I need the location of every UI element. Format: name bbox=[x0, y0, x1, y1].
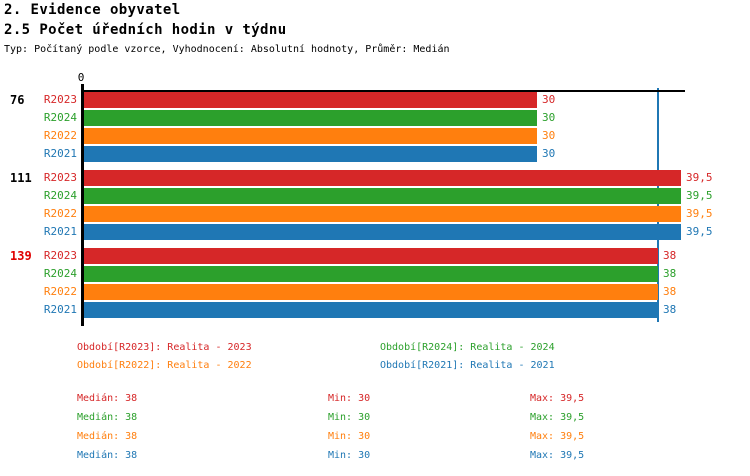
stat-median: Medián: 38 bbox=[77, 393, 138, 404]
bar bbox=[84, 146, 537, 162]
group-label: 111 bbox=[10, 171, 32, 185]
stat-max: Max: 39,5 bbox=[530, 431, 585, 442]
bar-value-label: 39,5 bbox=[686, 225, 713, 238]
stat-min: Min: 30 bbox=[328, 393, 371, 404]
legend-item: Období[R2022]: Realita - 2022 bbox=[77, 360, 252, 371]
bar-row-label: R2022 bbox=[43, 285, 77, 298]
bar-row-label: R2021 bbox=[43, 225, 77, 238]
stat-max: Max: 39,5 bbox=[530, 412, 585, 423]
bar-row-label: R2024 bbox=[43, 267, 77, 280]
stat-min: Min: 30 bbox=[328, 412, 371, 423]
bar-row-label: R2023 bbox=[43, 93, 77, 106]
legend-item: Období[R2024]: Realita - 2024 bbox=[380, 342, 555, 353]
bar-row-label: R2022 bbox=[43, 207, 77, 220]
bar-value-label: 30 bbox=[542, 147, 556, 160]
bar bbox=[84, 248, 658, 264]
bar-row-label: R2021 bbox=[43, 147, 77, 160]
bar bbox=[84, 170, 681, 186]
bar bbox=[84, 224, 681, 240]
bar-value-label: 39,5 bbox=[686, 171, 713, 184]
stat-median: Medián: 38 bbox=[77, 412, 138, 423]
stat-median: Medián: 38 bbox=[77, 450, 138, 461]
bar-row-label: R2024 bbox=[43, 189, 77, 202]
x-axis-zero-label: 0 bbox=[77, 71, 85, 84]
bar bbox=[84, 110, 537, 126]
group-label: 139 bbox=[10, 249, 32, 263]
report-type-line: Typ: Počítaný podle vzorce, Vyhodnocení:… bbox=[4, 44, 450, 55]
bar-row-label: R2021 bbox=[43, 303, 77, 316]
median-reference-line bbox=[656, 88, 659, 322]
x-axis-line bbox=[81, 90, 685, 92]
bar bbox=[84, 92, 537, 108]
bar-value-label: 38 bbox=[663, 303, 677, 316]
stat-min: Min: 30 bbox=[328, 431, 371, 442]
stat-max: Max: 39,5 bbox=[530, 450, 585, 461]
stat-max: Max: 39,5 bbox=[530, 393, 585, 404]
bar bbox=[84, 266, 658, 282]
bar-value-label: 38 bbox=[663, 267, 677, 280]
group-label: 76 bbox=[10, 93, 25, 107]
bar-row-label: R2024 bbox=[43, 111, 77, 124]
bar-row-label: R2022 bbox=[43, 129, 77, 142]
bar bbox=[84, 284, 658, 300]
bar-row-label: R2023 bbox=[43, 249, 77, 262]
bar-value-label: 30 bbox=[542, 129, 556, 142]
bar-value-label: 39,5 bbox=[686, 207, 713, 220]
legend-item: Období[R2021]: Realita - 2021 bbox=[380, 360, 555, 371]
bar-value-label: 38 bbox=[663, 285, 677, 298]
report-subtitle: 2.5 Počet úředních hodin v týdnu bbox=[4, 22, 287, 38]
stat-min: Min: 30 bbox=[328, 450, 371, 461]
legend-item: Období[R2023]: Realita - 2023 bbox=[77, 342, 252, 353]
bar bbox=[84, 206, 681, 222]
report-title: 2. Evidence obyvatel bbox=[4, 2, 181, 18]
bar-value-label: 39,5 bbox=[686, 189, 713, 202]
bar bbox=[84, 188, 681, 204]
bar bbox=[84, 128, 537, 144]
bar-value-label: 30 bbox=[542, 93, 556, 106]
y-axis-line bbox=[81, 84, 84, 326]
bar bbox=[84, 302, 658, 318]
stat-median: Medián: 38 bbox=[77, 431, 138, 442]
bar-value-label: 38 bbox=[663, 249, 677, 262]
bar-value-label: 30 bbox=[542, 111, 556, 124]
bar-row-label: R2023 bbox=[43, 171, 77, 184]
